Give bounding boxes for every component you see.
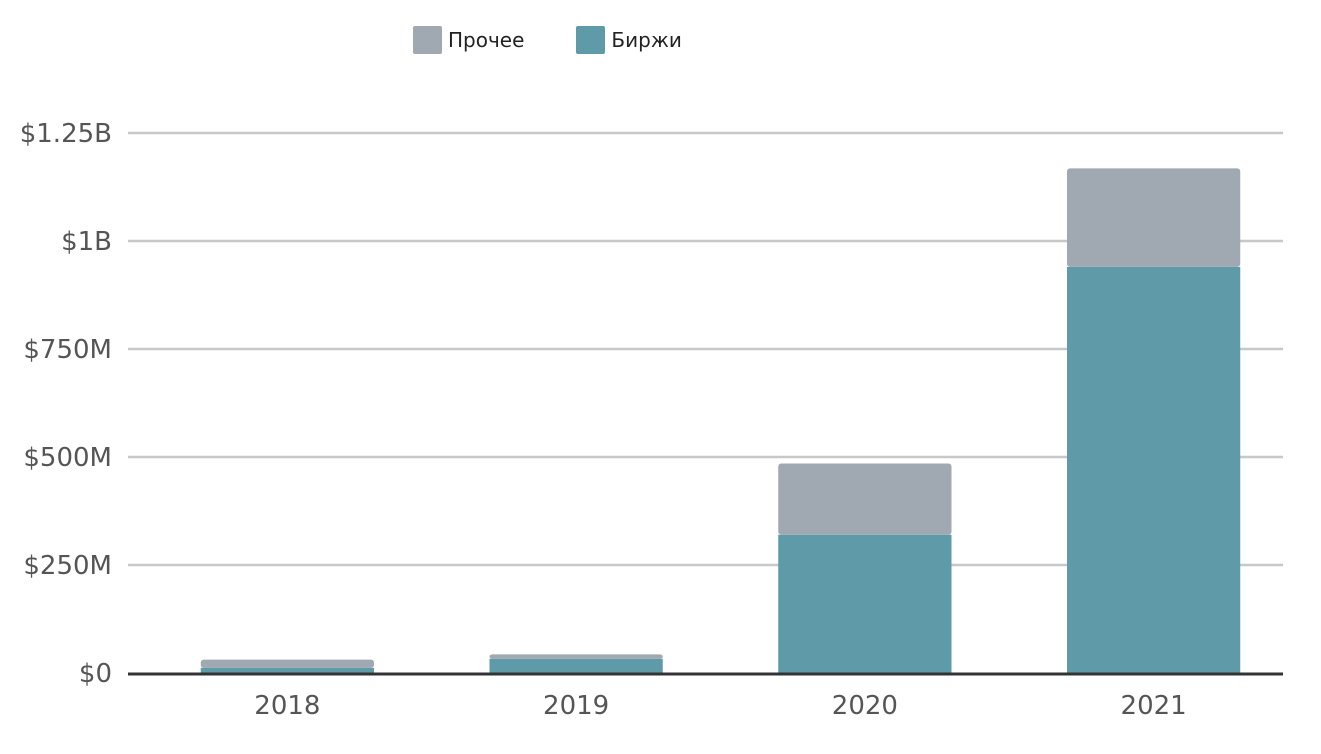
legend-label-other: Прочее [448,28,525,52]
x-tick-label-2021: 2021 [1121,691,1187,721]
bar-2018-series-1[interactable] [200,659,374,668]
legend-item-other[interactable]: Прочее [413,26,524,54]
bar-2020-series-0[interactable] [778,534,952,673]
bar-2020-series-1[interactable] [778,463,952,535]
x-axis-tick-labels: 2018 2019 2020 2021 [254,691,1186,721]
y-tick-label: $0 [79,659,112,689]
y-tick-label: $1B [61,227,112,257]
bars [200,168,1241,673]
y-axis-tick-labels: $0 $250M $500M $750M $1B $1.25B [20,119,112,689]
bar-2019-series-0[interactable] [489,658,663,673]
bar-2018-series-0[interactable] [200,667,374,673]
legend-swatch-exchanges [576,26,606,54]
bar-2021-series-0[interactable] [1067,266,1241,673]
legend-label-exchanges: Биржи [611,28,682,52]
y-tick-label: $500M [23,443,112,473]
chart-legend: Прочее Биржи [413,26,734,54]
x-tick-label-2019: 2019 [543,691,609,721]
bar-2021-series-1[interactable] [1067,168,1241,267]
legend-item-exchanges[interactable]: Биржи [576,26,682,54]
y-tick-label: $250M [23,551,112,581]
x-tick-label-2018: 2018 [254,691,320,721]
y-tick-label: $1.25B [20,119,112,149]
y-tick-label: $750M [23,335,112,365]
x-tick-label-2020: 2020 [832,691,898,721]
bar-2019-series-1[interactable] [489,654,663,659]
legend-swatch-other [413,26,442,54]
